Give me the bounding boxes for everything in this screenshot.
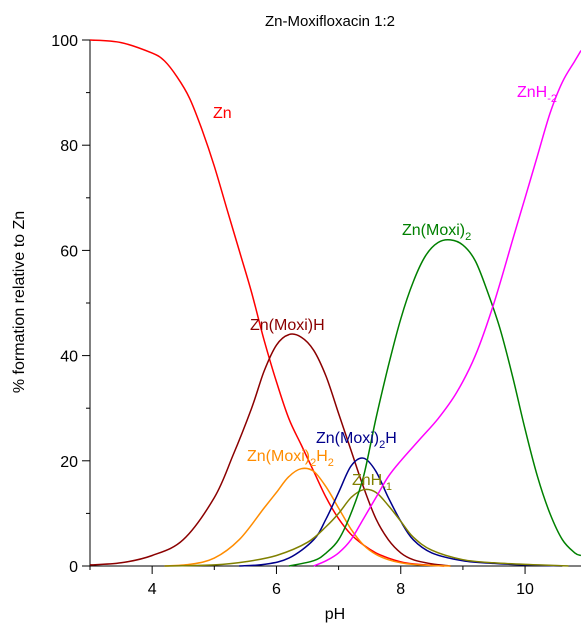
series-label-5: Zn(Moxi)2 <box>402 222 471 243</box>
chart-title: Zn-Moxifloxacin 1:2 <box>265 13 395 30</box>
x-tick-label: 8 <box>396 581 405 598</box>
x-tick-label: 4 <box>148 581 157 598</box>
series-line-5 <box>288 238 581 567</box>
series-line-4 <box>164 488 569 567</box>
series-line-6 <box>313 50 581 567</box>
y-tick-label: 60 <box>60 243 78 260</box>
series-label-1: Zn(Moxi)H <box>250 317 325 334</box>
y-tick-label: 80 <box>60 138 78 155</box>
series-layer <box>89 39 581 567</box>
y-axis-label: % formation relative to Zn <box>11 211 28 393</box>
series-line-3 <box>239 457 563 567</box>
series-line-0 <box>89 39 445 567</box>
series-label-2: Zn(Moxi)2H2 <box>247 448 334 469</box>
series-label-6: ZnH-2 <box>517 84 557 105</box>
series-line-1 <box>89 333 451 567</box>
x-tick-label: 10 <box>516 581 534 598</box>
series-label-0: Zn <box>213 105 232 122</box>
series-label-4: ZnH-1 <box>352 472 392 493</box>
axes: 0 20 40 60 80 100 4 6 8 10 <box>51 33 581 598</box>
y-tick-label: 20 <box>60 454 78 471</box>
y-tick-label: 100 <box>51 33 78 50</box>
series-label-3: Zn(Moxi)2H <box>316 430 397 451</box>
y-tick-label: 40 <box>60 349 78 366</box>
x-tick-label: 6 <box>272 581 281 598</box>
series-line-2 <box>164 467 451 567</box>
x-axis-label: pH <box>325 606 345 623</box>
y-tick-label: 0 <box>69 559 78 576</box>
